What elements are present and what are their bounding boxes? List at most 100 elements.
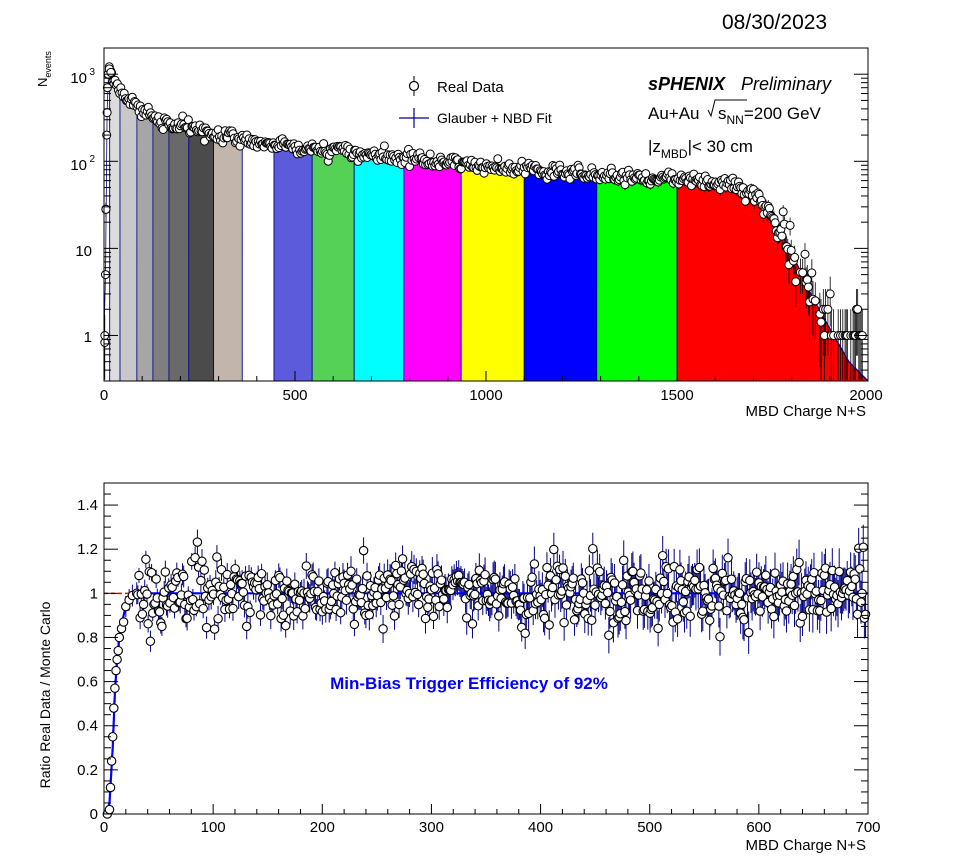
ratio-point <box>157 621 167 632</box>
ratio-point <box>241 621 252 632</box>
y-tick-label: 0.2 <box>77 762 98 779</box>
ratio-point <box>105 782 116 793</box>
data-point <box>785 220 795 230</box>
ratio-point <box>389 611 400 621</box>
data-point <box>816 317 826 327</box>
ratio-point <box>644 576 654 586</box>
ratio-point <box>789 600 800 611</box>
centrality-bin <box>311 148 355 382</box>
ratio-point <box>104 804 115 815</box>
ratio-point <box>542 562 552 573</box>
ratio-point <box>282 576 292 586</box>
centrality-bin <box>168 121 190 382</box>
y-tick-label: 10 <box>70 157 87 174</box>
date-label: 08/30/2023 <box>722 11 828 34</box>
status-label: Preliminary <box>741 74 832 94</box>
ratio-point <box>558 563 568 573</box>
ratio-point <box>737 599 747 610</box>
data-points <box>100 62 867 347</box>
ratio-point <box>386 575 396 586</box>
ratio-point <box>212 552 222 562</box>
ratio-point <box>781 606 792 616</box>
bottom-y-tick-labels: 0 0.2 0.4 0.6 0.8 1 1.2 1.4 <box>77 497 98 823</box>
ratio-point <box>751 567 762 577</box>
ratio-point <box>510 574 520 584</box>
ratio-point <box>657 550 668 561</box>
ratio-point <box>300 603 310 614</box>
y-tick-label: 0 <box>90 806 98 823</box>
y-tick-label: 1 <box>90 585 98 602</box>
ratio-point <box>112 654 122 665</box>
top-x-ticks <box>103 371 869 381</box>
x-tick-label: 0 <box>100 819 108 836</box>
ratio-point <box>362 571 372 581</box>
ratio-point <box>678 597 689 607</box>
ratio-point <box>109 703 119 713</box>
ratio-point <box>551 575 561 585</box>
legend: Real Data Glauber + NBD Fit <box>399 76 552 128</box>
data-point <box>790 252 800 262</box>
ratio-point <box>341 595 352 606</box>
data-point <box>778 207 788 217</box>
ratio-point <box>723 553 733 563</box>
ratio-point <box>672 614 683 624</box>
ratio-point <box>196 575 206 586</box>
data-point <box>770 218 780 228</box>
ratio-point <box>600 598 611 609</box>
ratio-point <box>834 566 844 577</box>
sphenix-annotation: sPHENIX Preliminary Au+Au sNN=200 GeV |z… <box>648 74 832 161</box>
ratio-point <box>141 554 151 565</box>
ratio-point <box>561 600 572 610</box>
ratio-point <box>586 615 597 626</box>
ratio-point <box>358 545 369 556</box>
ratio-point <box>145 636 156 647</box>
ratio-point <box>662 588 673 599</box>
ratio-point <box>420 613 431 624</box>
energy-label: sNN=200 GeV <box>718 104 822 127</box>
x-tick-label: 0 <box>100 387 108 404</box>
ratio-point <box>569 615 580 625</box>
ratio-point <box>856 597 866 607</box>
ratio-point <box>653 623 663 634</box>
ratio-point <box>621 615 631 626</box>
bottom-y-ticks <box>104 482 868 815</box>
ratio-point <box>544 620 554 630</box>
ratio-point <box>577 578 588 588</box>
experiment-label: sPHENIX <box>648 74 726 94</box>
ratio-point <box>357 583 368 594</box>
ratio-point <box>755 606 765 616</box>
ratio-point <box>722 605 732 616</box>
data-point <box>803 282 813 292</box>
ratio-point <box>436 575 447 585</box>
ratio-point <box>138 599 149 610</box>
centrality-bin <box>241 139 275 382</box>
y-tick-label: 0.8 <box>77 629 98 646</box>
vertex-label: |zMBD|< 30 cm <box>648 137 753 161</box>
ratio-point <box>850 574 860 584</box>
x-tick-label: 200 <box>310 819 335 836</box>
ratio-point <box>743 627 754 638</box>
centrality-bin <box>596 174 678 382</box>
ratio-point <box>388 591 399 601</box>
y-tick-label: 10 <box>70 70 87 87</box>
x-tick-label: 300 <box>419 819 444 836</box>
ratio-point <box>266 610 276 621</box>
ratio-point <box>198 603 208 614</box>
x-tick-label: 500 <box>637 819 662 836</box>
ratio-point <box>178 571 189 582</box>
ratio-point <box>277 593 287 604</box>
y-tick-exponent: 2 <box>89 154 95 165</box>
centrality-bin <box>188 128 215 382</box>
ratio-point <box>659 576 669 587</box>
ratio-point <box>412 589 423 600</box>
data-point <box>791 277 801 287</box>
ratio-point <box>280 620 291 631</box>
ratio-point <box>199 565 210 575</box>
x-tick-label: 1500 <box>660 387 693 404</box>
data-point <box>106 67 116 77</box>
ratio-point <box>245 607 255 618</box>
data-point <box>800 249 810 259</box>
x-tick-label: 100 <box>201 819 226 836</box>
ratio-point <box>197 556 207 567</box>
ratio-point <box>434 601 444 612</box>
